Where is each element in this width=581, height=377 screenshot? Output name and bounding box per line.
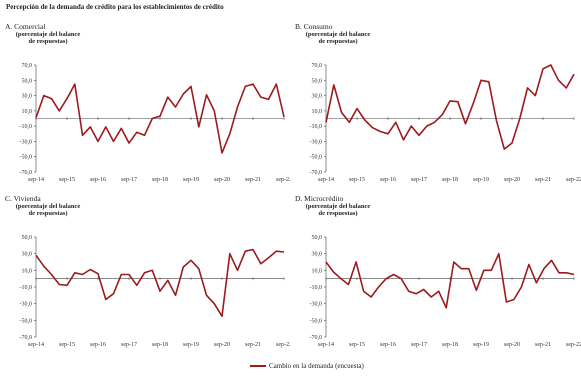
x-tick-label: sep-15 <box>349 177 365 183</box>
x-tick-label: sep-21 <box>245 342 261 348</box>
y-tick-label: -50,0 <box>20 155 33 161</box>
x-tick-label: sep-19 <box>183 177 199 183</box>
y-tick-label: -30,0 <box>20 139 33 145</box>
chart-title: B. Consumo <box>295 22 333 31</box>
x-tick-label: sep-22 <box>276 177 290 183</box>
x-tick-label: sep-18 <box>152 342 168 348</box>
x-tick-label: sep-21 <box>535 177 551 183</box>
x-tick-label: sep-21 <box>535 342 551 348</box>
chart-title: D. Microcrédito <box>295 194 344 203</box>
x-tick-label: sep-18 <box>442 342 458 348</box>
chart-title: A. Comercial <box>5 22 46 31</box>
x-tick-label: sep-20 <box>504 342 520 348</box>
x-tick-label: sep-19 <box>473 342 489 348</box>
y-tick-label: -10,0 <box>20 285 33 291</box>
x-tick-label: sep-14 <box>318 342 334 348</box>
x-tick-label: sep-17 <box>121 177 137 183</box>
y-tick-label: -30,0 <box>310 302 323 308</box>
x-tick-label: sep-20 <box>504 177 520 183</box>
y-axis-label: (porcentaje del balance de respuestas) <box>15 31 81 45</box>
chart-title: C. Vivienda <box>5 194 41 203</box>
series-line <box>35 83 285 154</box>
y-axis-label: (porcentaje del balance de respuestas) <box>305 203 371 217</box>
x-tick-label: sep-19 <box>473 177 489 183</box>
y-tick-label: 10,0 <box>22 109 33 115</box>
x-tick-label: sep-19 <box>183 342 199 348</box>
y-tick-label: -70,0 <box>20 170 33 176</box>
chart-panel-consumo: B. Consumo (porcentaje del balance de re… <box>290 22 581 187</box>
x-tick-label: sep-16 <box>380 177 396 183</box>
y-tick-label: -30,0 <box>20 302 33 308</box>
page-title: Percepción de la demanda de crédito para… <box>6 3 224 11</box>
series-line <box>35 248 285 317</box>
y-tick-label: -70,0 <box>20 335 33 341</box>
y-tick-label: 30,0 <box>312 94 323 100</box>
y-tick-label: 50,0 <box>22 78 33 84</box>
x-tick-label: sep-16 <box>380 342 396 348</box>
y-tick-label: 10,0 <box>312 268 323 274</box>
y-tick-label: -50,0 <box>20 318 33 324</box>
chart-panel-comercial: A. Comercial (porcentaje del balance de … <box>0 22 290 187</box>
x-tick-label: sep-17 <box>411 177 427 183</box>
y-tick-label: 50,0 <box>312 78 323 84</box>
x-tick-label: sep-22 <box>566 342 581 348</box>
x-tick-label: sep-18 <box>152 177 168 183</box>
y-tick-label: 70,0 <box>312 63 323 69</box>
y-axis-label: (porcentaje del balance de respuestas) <box>15 203 81 217</box>
y-tick-label: 10,0 <box>312 109 323 115</box>
x-tick-label: sep-15 <box>59 342 75 348</box>
y-tick-label: -50,0 <box>310 155 323 161</box>
x-tick-label: sep-16 <box>90 177 106 183</box>
y-tick-label: -50,0 <box>310 318 323 324</box>
x-tick-label: sep-21 <box>245 177 261 183</box>
y-axis-label: (porcentaje del balance de respuestas) <box>305 31 371 45</box>
x-tick-label: sep-18 <box>442 177 458 183</box>
x-tick-label: sep-14 <box>318 177 334 183</box>
y-tick-label: 70,0 <box>22 63 33 69</box>
y-tick-label: 30,0 <box>22 94 33 100</box>
series-line <box>325 252 575 309</box>
y-tick-label: -10,0 <box>310 124 323 130</box>
y-tick-label: 30,0 <box>312 252 323 258</box>
chart-panel-vivienda: C. Vivienda (porcentaje del balance de r… <box>0 194 290 354</box>
chart-panel-microcredito: D. Microcrédito (porcentaje del balance … <box>290 194 581 354</box>
x-tick-label: sep-17 <box>411 342 427 348</box>
chart-svg: 70,050,030,010,0-10,0-30,0-50,0-70,0sep-… <box>20 63 291 183</box>
x-tick-label: sep-20 <box>214 342 230 348</box>
series-line <box>325 64 575 150</box>
y-tick-label: -70,0 <box>310 170 323 176</box>
x-tick-label: sep-22 <box>566 177 581 183</box>
y-tick-label: 10,0 <box>22 268 33 274</box>
y-tick-label: 30,0 <box>22 252 33 258</box>
y-tick-label: 50,0 <box>22 235 33 241</box>
legend-swatch <box>250 365 266 367</box>
y-tick-label: -30,0 <box>310 139 323 145</box>
x-tick-label: sep-22 <box>276 342 290 348</box>
x-tick-label: sep-14 <box>28 177 44 183</box>
chart-legend: Cambio en la demanda (encuesta) <box>250 362 364 370</box>
x-tick-label: sep-20 <box>214 177 230 183</box>
y-tick-label: -10,0 <box>20 124 33 130</box>
legend-label: Cambio en la demanda (encuesta) <box>269 362 364 370</box>
x-tick-label: sep-14 <box>28 342 44 348</box>
y-tick-label: -10,0 <box>310 285 323 291</box>
y-tick-label: 50,0 <box>312 235 323 241</box>
y-tick-label: -70,0 <box>310 335 323 341</box>
x-tick-label: sep-15 <box>349 342 365 348</box>
x-tick-label: sep-15 <box>59 177 75 183</box>
chart-svg: 70,050,030,010,0-10,0-30,0-50,0-70,0sep-… <box>310 63 581 183</box>
x-tick-label: sep-16 <box>90 342 106 348</box>
x-tick-label: sep-17 <box>121 342 137 348</box>
